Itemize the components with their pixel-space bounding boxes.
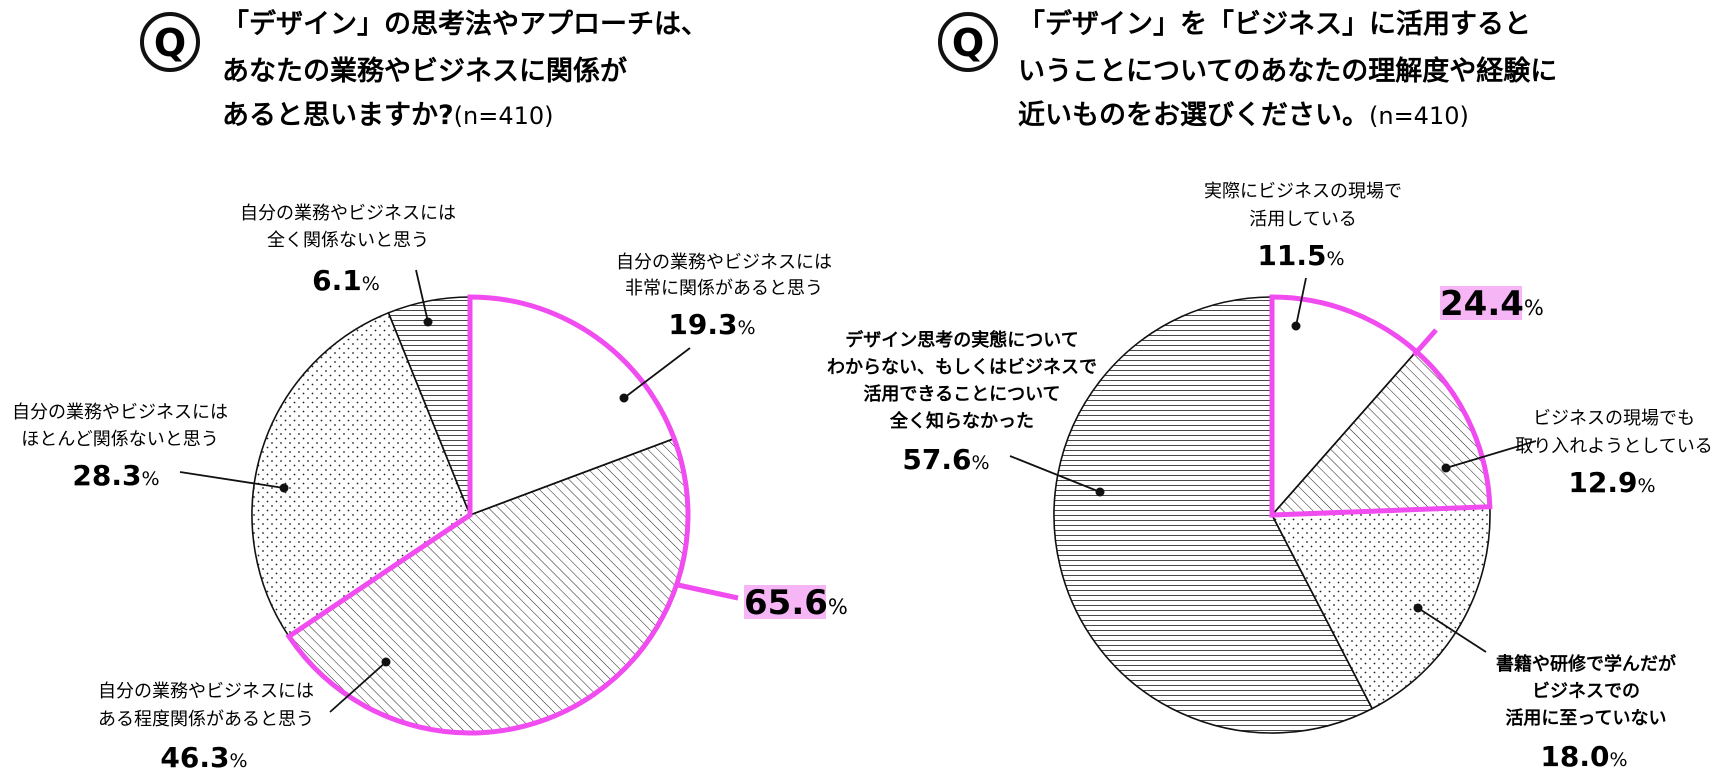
chart-2-labels: 実際にビジネスの現場で 活用している 11.5% 24.4% ビジネスの現場でも… [827, 181, 1713, 773]
chart-1-label-somewhat-line-1: 自分の業務やビジネスには [98, 681, 314, 702]
chart-2-label-studied-line-1: 書籍や研修で学んだが [1496, 653, 1676, 675]
chart-2-label-studied-line-3: 活用に至っていない [1505, 707, 1666, 729]
chart-2-label-unknown-line-3: 活用できることについて [863, 383, 1060, 405]
chart-1-leader-very-related-dot [619, 393, 629, 403]
chart-2-title-line-1: 「デザイン」を「ビジネス」に活用すると [1018, 8, 1531, 40]
chart-1-highlight-leader [677, 582, 739, 601]
chart-1-highlight-outline [285, 294, 691, 736]
chart-1-value-hardly: 28.3% [72, 459, 159, 492]
chart-2-value-using: 11.5% [1257, 239, 1344, 272]
chart-2-title-line-2: いうことについてのあなたの理解度や経験に [1018, 55, 1557, 87]
chart-2-label-using-line-1: 実際にビジネスの現場で [1204, 181, 1402, 202]
chart-1-title-line-3-text: あると思いますか? [222, 100, 454, 131]
chart-1-title-line-2: あなたの業務やビジネスに関係が [222, 55, 627, 87]
chart-1-label-hardly-line-1: 自分の業務やビジネスには [12, 402, 228, 423]
chart-1-value-not-at-all: 6.1% [312, 264, 380, 297]
chart-2-leader-using [1295, 277, 1307, 327]
chart-2-q-icon: Q [938, 12, 998, 72]
chart-1-question: Q 「デザイン」の思考法やアプローチは、 あなたの業務やビジネスに関係が あると… [140, 8, 708, 131]
chart-2-value-adopting: 12.9% [1568, 466, 1655, 499]
svg-text:Q: Q [154, 21, 186, 65]
chart-1-leader-not-at-all-dot [423, 317, 433, 327]
chart-2-value-studied: 18.0% [1540, 740, 1627, 773]
chart-1-label-not-at-all-line-1: 自分の業務やビジネスには [240, 203, 456, 224]
chart-1-leader-somewhat [329, 661, 387, 713]
chart-1-highlight-value: 65.6% [744, 583, 848, 623]
chart-1-title-line-1: 「デザイン」の思考法やアプローチは、 [222, 8, 708, 40]
chart-2-leader-studied-dot [1413, 603, 1423, 613]
chart-2-label-unknown-line-4: 全く知らなかった [889, 410, 1034, 432]
chart-2-leader-studied [1417, 607, 1487, 653]
chart-2-label-unknown-line-1: デザイン思考の実態について [845, 329, 1078, 351]
chart-1-value-somewhat: 46.3% [160, 741, 247, 774]
chart-1-pie [179, 269, 739, 736]
chart-1-leader-somewhat-dot [381, 657, 391, 667]
chart-2-leader-adopting-dot [1441, 463, 1451, 473]
chart-2-leader-unknown [1009, 455, 1101, 493]
chart-1-leader-very-related [623, 347, 691, 399]
chart-2-leader-adopting [1445, 440, 1537, 469]
chart-1-n-label: (n=410) [454, 102, 554, 130]
chart-1-label-very-related-line-1: 自分の業務やビジネスには [616, 252, 832, 273]
chart-2-n-label: (n=410) [1369, 102, 1469, 130]
chart-2-label-using-line-2: 活用している [1249, 209, 1356, 230]
chart-1-label-not-at-all-line-2: 全く関係ないと思う [267, 230, 429, 251]
chart-2-label-studied-line-2: ビジネスでの [1532, 681, 1640, 702]
chart-1-leader-hardly-dot [279, 483, 289, 493]
chart-1-value-very-related: 19.3% [668, 308, 755, 341]
chart-1-leader-hardly [179, 471, 285, 489]
chart-2-slice-2 [1270, 505, 1491, 710]
chart-2-title-line-3: 近いものをお選びください。(n=410) [1018, 100, 1469, 131]
chart-2-value-unknown: 57.6% [902, 443, 989, 476]
chart-1-highlight-value-bg [744, 585, 826, 619]
svg-text:Q: Q [952, 21, 984, 65]
chart-2-label-adopting-line-1: ビジネスの現場でも [1533, 408, 1695, 429]
chart-2-pie [1009, 277, 1537, 734]
chart-2-slice-3 [1053, 296, 1374, 734]
chart-2-leader-using-dot [1291, 321, 1301, 331]
chart-1-label-somewhat-line-2: ある程度関係があると思う [98, 709, 314, 730]
chart-1-label-very-related-line-2: 非常に関係があると思う [625, 278, 823, 299]
chart-1-title-line-3: あると思いますか?(n=410) [222, 100, 554, 131]
chart-2-highlight-leader [1412, 328, 1438, 357]
chart-1-slice-2 [251, 311, 471, 638]
chart-1-q-icon: Q [140, 12, 200, 72]
chart-2-highlight-value-bg [1440, 286, 1522, 320]
chart-2-leader-unknown-dot [1095, 487, 1105, 497]
chart-2-highlight-value: 24.4% [1440, 284, 1544, 324]
chart-1-leader-not-at-all [415, 269, 429, 323]
chart-2-title-line-3-text: 近いものをお選びください。 [1018, 100, 1369, 131]
chart-2-highlight-outline [1269, 294, 1493, 518]
chart-2-question: Q 「デザイン」を「ビジネス」に活用すると いうことについてのあなたの理解度や経… [938, 8, 1557, 131]
chart-2-label-unknown-line-2: わからない、もしくはビジネスで [827, 357, 1097, 378]
chart-2-label-adopting-line-2: 取り入れようとしている [1515, 436, 1712, 457]
chart-1-labels: 自分の業務やビジネスには 非常に関係があると思う 19.3% 自分の業務やビジネ… [12, 203, 848, 774]
chart-1-label-hardly-line-2: ほとんど関係ないと思う [21, 429, 218, 450]
